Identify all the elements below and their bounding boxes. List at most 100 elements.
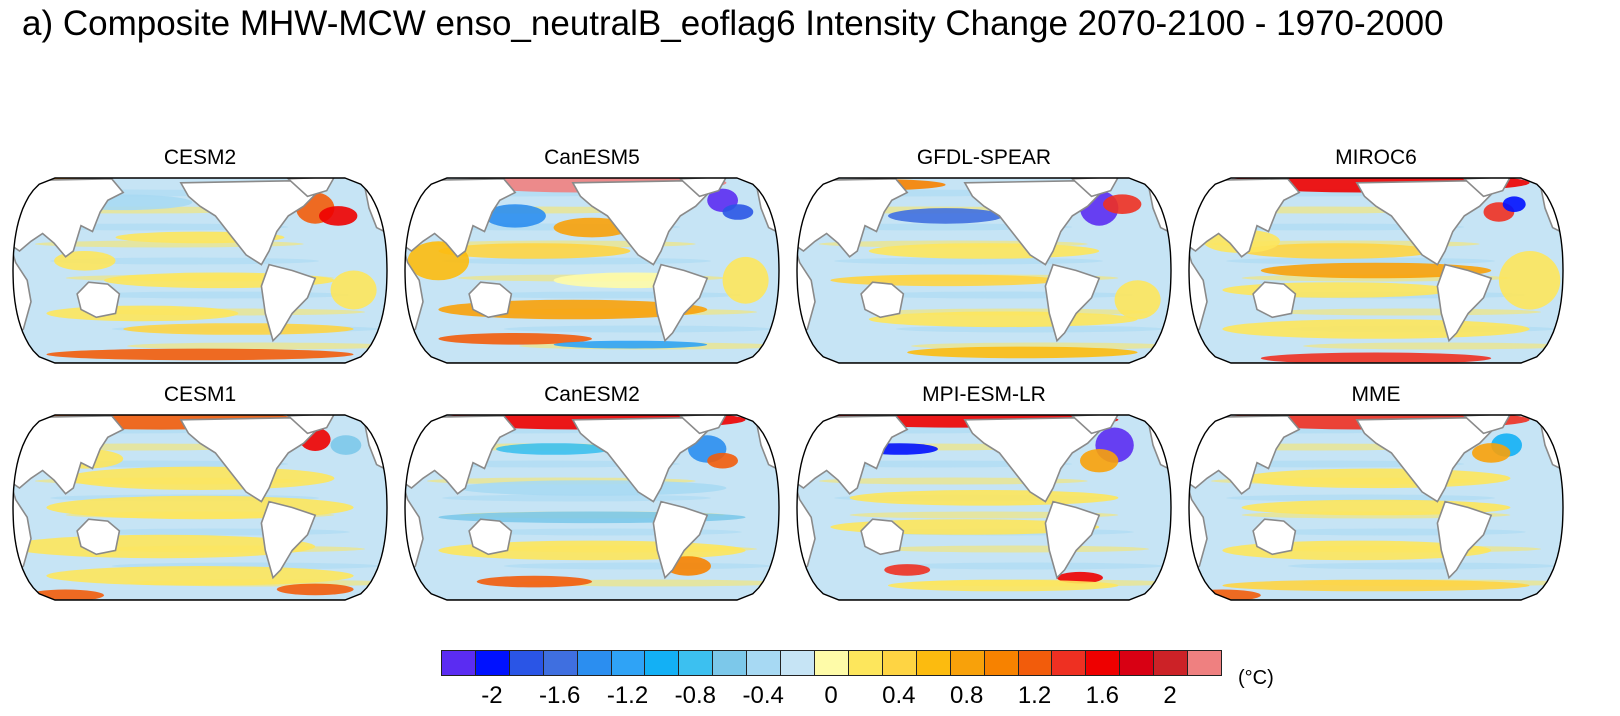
colorbar-swatch <box>881 650 917 676</box>
anomaly-patch <box>496 443 612 455</box>
map-outline <box>1188 177 1564 364</box>
land-eurasia <box>797 178 909 258</box>
land-samerica <box>1436 263 1493 343</box>
map-panel-cesm2: CESM2 <box>8 146 392 368</box>
colorbar-swatch <box>746 650 782 676</box>
land-eurasia <box>13 415 125 495</box>
colorbar-units: (°C) <box>1238 667 1274 689</box>
map-outline <box>404 177 780 364</box>
anomaly-patch <box>476 575 592 588</box>
land-samerica <box>652 500 709 580</box>
land-greenland <box>678 178 728 198</box>
colorbar-tick-label: 1.6 <box>1085 682 1119 709</box>
anomaly-patch <box>1498 251 1561 310</box>
panel-title: CESM1 <box>163 383 237 406</box>
land-samerica <box>260 263 317 343</box>
colorbar-swatch <box>576 650 612 676</box>
anomaly-patch <box>868 311 1138 328</box>
anomaly-band <box>442 257 712 265</box>
land-greenland <box>678 415 728 435</box>
anomaly-patch <box>849 490 1119 506</box>
anomaly-patch <box>1241 243 1434 259</box>
land-australia <box>860 281 905 319</box>
land-eurasia <box>1189 178 1301 258</box>
land-antarctica <box>14 362 386 363</box>
anomaly-patch <box>1260 352 1492 363</box>
colorbar-swatch <box>983 650 1019 676</box>
anomaly-patch <box>1260 262 1492 279</box>
anomaly-patch <box>438 243 631 259</box>
colorbar-swatch <box>542 650 578 676</box>
land-australia <box>76 281 121 319</box>
colorbar-swatch <box>644 650 680 676</box>
panel-title: MME <box>1351 383 1401 406</box>
colorbar-swatch <box>814 650 849 676</box>
anomaly-patch <box>868 243 1100 259</box>
anomaly-patch <box>1114 280 1161 320</box>
land-antarctica <box>406 599 778 600</box>
colorbar-swatch <box>441 650 476 676</box>
colorbar-tick-label: 1.2 <box>1017 682 1052 709</box>
colorbar-swatch <box>847 650 883 676</box>
anomaly-patch <box>722 256 769 304</box>
anomaly-patch <box>830 274 1061 287</box>
land-namerica <box>571 179 709 266</box>
land-greenland <box>1462 178 1512 198</box>
land-namerica <box>179 416 317 503</box>
colorbar-swatch <box>1187 650 1222 676</box>
anomaly-band <box>1287 562 1557 570</box>
colorbar-swatch <box>1119 650 1155 676</box>
land-antarctica <box>406 362 778 363</box>
map-mpi-esm-lr <box>796 414 1172 601</box>
anomaly-patch <box>330 435 362 455</box>
land-antarctica <box>14 599 386 600</box>
land-australia <box>468 518 513 556</box>
anomaly-patch <box>438 333 592 345</box>
land-australia <box>76 518 121 556</box>
anomaly-patch <box>888 208 1004 224</box>
anomaly-patch <box>553 340 708 349</box>
map-panel-mme: MME <box>1184 383 1568 605</box>
anomaly-patch <box>1241 468 1511 489</box>
anomaly-patch <box>319 206 358 226</box>
colorbar-swatch <box>949 650 985 676</box>
map-panel-miroc6: MIROC6 <box>1184 146 1568 368</box>
colorbar-tick-label: -1.6 <box>539 682 581 709</box>
anomaly-patch <box>484 204 546 228</box>
anomaly-patch <box>330 270 377 310</box>
colorbar-swatch <box>712 650 748 676</box>
land-australia <box>1252 281 1297 319</box>
colorbar-tick-label: -1.2 <box>606 682 649 709</box>
map-cesm2 <box>12 177 388 364</box>
map-panel-canesm5: CanESM5 <box>400 146 784 368</box>
colorbar-swatch <box>678 650 714 676</box>
colorbar-tick-label: -2 <box>481 682 503 709</box>
land-greenland <box>1070 415 1120 435</box>
land-greenland <box>1070 178 1120 198</box>
colorbar-tick-label: 0.4 <box>882 682 916 709</box>
map-cesm1 <box>12 414 388 601</box>
land-namerica <box>963 179 1101 266</box>
colorbar-swatch <box>474 650 510 676</box>
colorbar-tick-label: 0.8 <box>950 682 984 709</box>
anomaly-patch <box>1103 194 1142 214</box>
map-panel-canesm2: CanESM2 <box>400 383 784 605</box>
map-outline <box>796 414 1172 601</box>
land-antarctica <box>798 599 1170 600</box>
map-canesm5 <box>404 177 780 364</box>
anomaly-patch <box>907 346 1138 359</box>
land-namerica <box>571 416 709 503</box>
anomaly-patch <box>884 564 931 576</box>
panel-title: CESM2 <box>163 146 237 169</box>
land-samerica <box>1044 500 1101 580</box>
anomaly-band <box>1272 308 1542 316</box>
anomaly-patch <box>1472 443 1511 463</box>
land-samerica <box>260 500 317 580</box>
anomaly-band <box>503 562 773 570</box>
anomaly-band <box>127 342 387 350</box>
map-outline <box>796 177 1172 364</box>
anomaly-patch <box>276 583 354 596</box>
anomaly-patch <box>888 579 1119 592</box>
colorbar-swatch <box>780 650 816 676</box>
anomaly-patch <box>54 251 116 271</box>
